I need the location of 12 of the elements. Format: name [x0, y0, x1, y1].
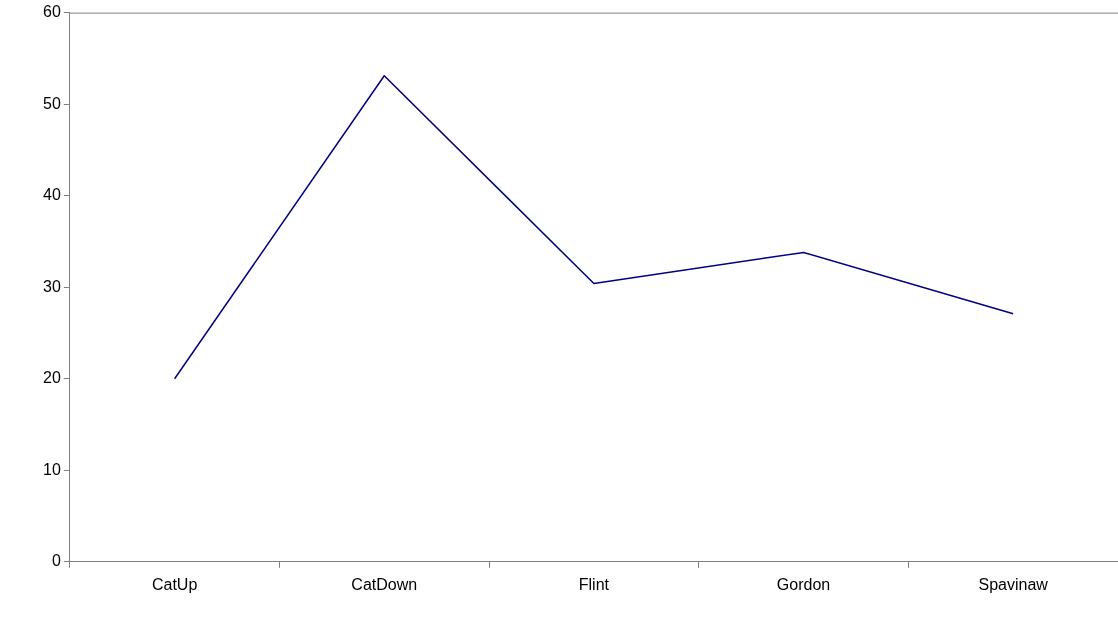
y-tick-label: 50 — [43, 94, 61, 112]
y-tick-label: 0 — [51, 552, 61, 570]
y-tick-label: 30 — [43, 277, 61, 295]
x-tick-label: CatUp — [151, 575, 198, 593]
x-tick-label: CatDown — [351, 575, 418, 593]
y-tick-label: 10 — [43, 460, 61, 478]
y-tick-label: 20 — [43, 369, 61, 387]
y-tick-label: 40 — [43, 186, 61, 204]
x-tick-label: Gordon — [776, 575, 831, 593]
x-tick-label: Spavinaw — [978, 575, 1049, 593]
y-tick-label: 60 — [43, 3, 61, 21]
x-tick-label: Flint — [578, 575, 610, 593]
